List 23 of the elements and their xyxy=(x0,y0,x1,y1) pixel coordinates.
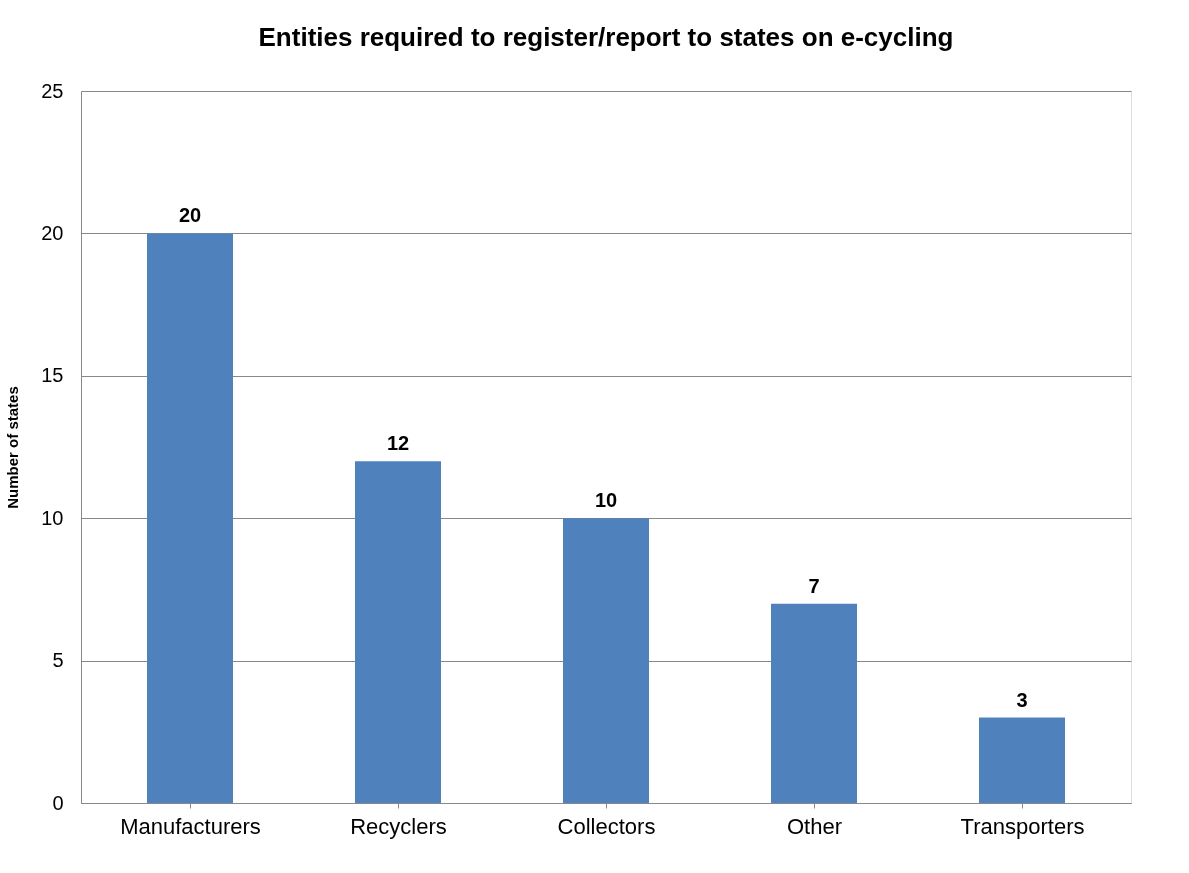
y-axis-title: Number of states xyxy=(4,386,22,509)
bar xyxy=(147,233,233,803)
data-label: 12 xyxy=(386,432,410,455)
y-tick-label: 10 xyxy=(41,506,64,529)
x-tick-label: Other xyxy=(786,813,843,839)
x-tick-label: Recyclers xyxy=(350,813,447,839)
y-tick-label: 5 xyxy=(52,649,64,672)
bar xyxy=(979,717,1065,803)
data-label: 10 xyxy=(594,489,618,512)
data-label: 3 xyxy=(1016,688,1028,711)
bar xyxy=(563,518,649,803)
chart-title: Entities required to register/report to states on e-cycling xyxy=(258,22,954,52)
y-tick-label: 25 xyxy=(41,79,64,102)
data-label: 7 xyxy=(808,574,820,597)
y-tick-label: 15 xyxy=(41,364,64,387)
x-tick-label: Collectors xyxy=(557,813,656,839)
bar xyxy=(355,461,441,803)
x-tick-label: Transporters xyxy=(960,813,1085,839)
y-tick-label: 20 xyxy=(41,221,64,244)
x-tick-label: Manufacturers xyxy=(120,813,261,839)
bar xyxy=(771,603,857,803)
data-label: 20 xyxy=(178,204,202,227)
y-tick-label: 0 xyxy=(52,791,64,814)
